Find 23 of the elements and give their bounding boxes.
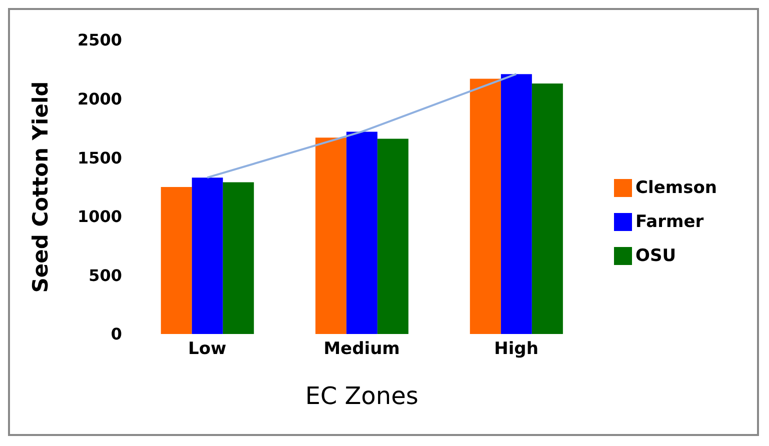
x-tick-label: High <box>494 339 538 360</box>
y-tick-label: 1000 <box>77 207 122 226</box>
x-tick-label: Medium <box>324 339 400 360</box>
y-tick-label: 0 <box>110 324 122 344</box>
y-tick-label: 2500 <box>77 30 122 50</box>
y-axis-title: Seed Cotton Yield <box>28 81 52 293</box>
legend-label: Clemson <box>636 178 717 198</box>
bar <box>222 182 254 334</box>
y-tick-label: 500 <box>88 266 122 285</box>
bar <box>315 138 346 334</box>
bar <box>160 187 192 334</box>
bar <box>377 138 408 334</box>
bar <box>346 132 378 334</box>
bar <box>532 84 563 334</box>
x-tick-label: Low <box>188 339 227 360</box>
bar <box>192 178 223 334</box>
legend-label: OSU <box>636 246 676 266</box>
y-tick-label: 2000 <box>77 89 122 108</box>
bar <box>470 78 501 334</box>
bar <box>500 74 532 334</box>
legend-label: Farmer <box>636 212 704 232</box>
x-axis-title: EC Zones <box>305 382 418 410</box>
y-tick-label: 1500 <box>77 148 122 168</box>
